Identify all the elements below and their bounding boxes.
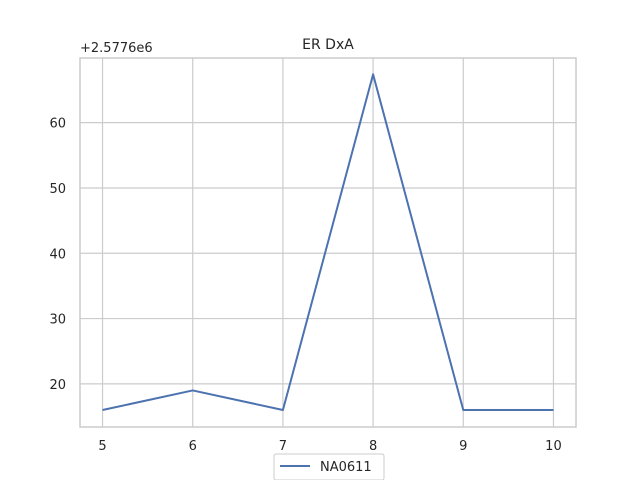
grid-lines bbox=[80, 58, 576, 427]
y-axis-offset-label: +2.5776e6 bbox=[80, 41, 153, 56]
y-tick-label: 20 bbox=[49, 378, 66, 393]
legend-box bbox=[273, 453, 385, 480]
legend-label-na0611: NA0611 bbox=[320, 460, 372, 475]
x-tick-label: 10 bbox=[545, 439, 562, 454]
x-tick-label: 8 bbox=[369, 439, 377, 454]
y-tick-label: 50 bbox=[49, 182, 66, 197]
y-tick-label: 60 bbox=[49, 117, 66, 132]
x-tick-label: 9 bbox=[459, 439, 467, 454]
legend[interactable]: NA0611 bbox=[273, 453, 385, 480]
x-tick-label: 7 bbox=[279, 439, 287, 454]
plot-border bbox=[79, 57, 577, 428]
plot-frame bbox=[79, 57, 577, 428]
x-tick-labels: 5 6 7 8 9 10 bbox=[98, 439, 561, 454]
series-line-na0611 bbox=[102, 73, 554, 412]
x-tick-label: 6 bbox=[189, 439, 197, 454]
y-tick-label: 40 bbox=[49, 247, 66, 262]
chart-title: ER DxA bbox=[302, 37, 354, 53]
x-tick-label: 5 bbox=[98, 439, 106, 454]
y-tick-label: 30 bbox=[49, 313, 66, 328]
y-tick-labels: 20 30 40 50 60 bbox=[49, 117, 66, 393]
series-layer bbox=[102, 73, 554, 412]
